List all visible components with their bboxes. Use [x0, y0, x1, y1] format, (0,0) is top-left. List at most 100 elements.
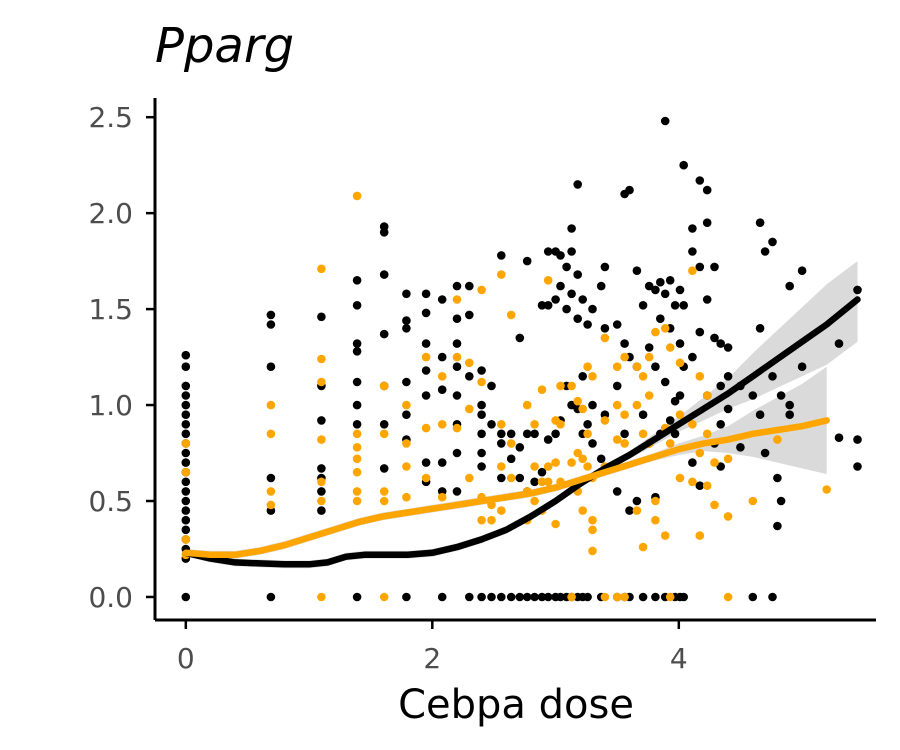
data-point-0-102 [515, 473, 525, 483]
data-point-1-97 [612, 435, 622, 444]
data-point-1-96 [612, 400, 622, 410]
data-point-1-130 [702, 391, 712, 400]
data-point-1-12 [317, 477, 326, 487]
data-point-0-81 [465, 592, 474, 602]
data-point-0-44 [379, 228, 389, 237]
data-point-0-115 [543, 301, 553, 310]
y-tick-label-2: 1.0 [88, 389, 133, 422]
data-point-1-82 [578, 506, 587, 515]
data-point-0-241 [785, 281, 794, 291]
y-tick-label-3: 1.5 [88, 293, 133, 326]
data-point-1-9 [317, 354, 326, 364]
data-point-1-42 [465, 473, 474, 483]
data-point-1-4 [266, 400, 276, 410]
data-point-1-22 [379, 381, 389, 391]
data-point-0-48 [379, 420, 389, 429]
data-point-1-131 [702, 429, 712, 439]
data-point-1-110 [644, 391, 654, 400]
data-point-0-83 [477, 400, 486, 410]
data-point-0-177 [651, 285, 660, 295]
data-point-1-1 [181, 535, 191, 544]
data-point-0-56 [402, 592, 411, 602]
data-point-0-105 [522, 429, 532, 439]
data-point-0-62 [421, 458, 431, 467]
data-point-1-88 [588, 515, 597, 525]
data-point-1-112 [651, 327, 660, 337]
data-point-1-103 [632, 362, 642, 372]
data-point-1-46 [477, 515, 486, 525]
data-point-1-104 [632, 400, 642, 410]
data-point-1-128 [695, 448, 705, 458]
data-point-0-223 [723, 372, 733, 381]
data-point-0-131 [567, 247, 576, 256]
data-point-1-71 [556, 381, 565, 391]
data-point-1-26 [379, 592, 389, 602]
data-point-0-112 [537, 467, 547, 477]
data-point-0-245 [797, 362, 807, 372]
data-point-0-164 [625, 185, 634, 195]
data-point-0-30 [317, 416, 326, 425]
x-tick-label-2: 4 [670, 642, 688, 675]
data-point-0-180 [651, 592, 660, 602]
data-point-0-175 [644, 343, 654, 352]
data-point-0-80 [465, 372, 474, 381]
data-point-0-94 [497, 439, 506, 448]
data-point-0-144 [583, 320, 592, 329]
data-point-0-125 [556, 592, 565, 602]
data-point-1-102 [620, 592, 629, 602]
data-point-1-14 [317, 592, 326, 602]
data-point-0-91 [487, 592, 496, 602]
data-point-0-58 [421, 308, 431, 318]
data-point-0-116 [543, 435, 553, 444]
data-point-1-105 [632, 506, 642, 515]
data-point-0-17 [181, 391, 191, 400]
data-point-1-36 [437, 492, 447, 502]
data-point-1-38 [452, 352, 462, 362]
data-point-0-191 [670, 301, 680, 310]
data-point-1-49 [497, 270, 506, 279]
data-point-0-119 [551, 295, 560, 304]
data-point-0-71 [452, 314, 462, 324]
data-point-1-85 [583, 462, 592, 471]
data-point-0-50 [402, 289, 411, 299]
data-point-0-218 [716, 339, 725, 348]
data-point-0-246 [834, 339, 844, 348]
x-tick-label-0: 0 [177, 642, 195, 675]
data-point-1-94 [600, 592, 610, 602]
data-point-1-138 [748, 496, 758, 506]
data-point-0-49 [379, 464, 389, 473]
axes [153, 98, 876, 622]
data-point-0-126 [562, 262, 571, 272]
data-point-0-172 [638, 410, 648, 420]
data-point-1-140 [822, 485, 831, 494]
data-point-0-232 [760, 247, 770, 256]
data-point-0-88 [477, 592, 486, 602]
data-point-0-192 [670, 396, 680, 406]
x-tick-label-1: 2 [423, 642, 441, 675]
data-point-1-28 [402, 439, 411, 448]
data-point-0-57 [421, 289, 431, 299]
data-point-1-52 [497, 506, 506, 515]
data-point-1-113 [651, 496, 660, 506]
data-point-0-130 [567, 224, 576, 233]
data-point-1-5 [266, 429, 276, 439]
data-point-0-67 [437, 458, 447, 467]
data-point-1-77 [573, 396, 582, 406]
data-point-0-247 [834, 433, 844, 443]
data-point-0-103 [515, 592, 525, 602]
data-point-0-188 [665, 276, 675, 285]
data-point-1-129 [695, 531, 705, 540]
data-point-1-56 [522, 400, 532, 410]
data-point-1-106 [638, 372, 648, 381]
data-point-0-196 [675, 339, 685, 348]
data-point-0-207 [695, 176, 705, 185]
data-point-0-54 [402, 410, 411, 420]
data-point-1-122 [675, 410, 685, 420]
data-point-0-28 [317, 312, 326, 322]
data-point-1-35 [437, 420, 447, 429]
data-point-1-63 [537, 477, 547, 487]
data-point-0-85 [477, 429, 486, 439]
data-point-0-186 [660, 377, 670, 387]
data-point-0-173 [638, 592, 648, 602]
data-point-1-37 [452, 295, 462, 304]
